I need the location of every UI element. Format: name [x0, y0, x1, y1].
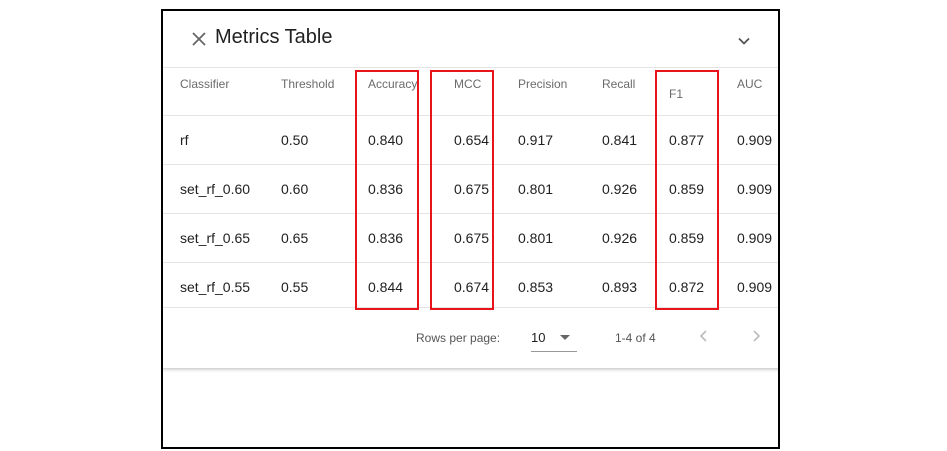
table-header-row: Classifier Threshold Accuracy MCC Precis… [163, 68, 778, 116]
table-pagination: Rows per page: 10 1-4 of 4 [163, 307, 778, 368]
page-range-label: 1-4 of 4 [615, 331, 656, 345]
cell-precision: 0.801 [501, 213, 585, 263]
cell-precision: 0.853 [518, 278, 554, 295]
cell-mcc: 0.675 [434, 213, 501, 263]
column-header-precision[interactable]: Precision [501, 68, 585, 116]
metrics-panel: Metrics Table Classifier Threshold Accur… [163, 11, 778, 369]
cell-recall: 0.893 [602, 278, 638, 295]
table-row: set_rf_0.55 0.55 0.844 0.674 0.853 0.893… [163, 262, 778, 311]
cell-classifier: rf [163, 115, 264, 165]
rows-per-page-select[interactable]: 10 [531, 324, 577, 352]
cell-classifier: set_rf_0.65 [163, 213, 264, 263]
cell-auc: 0.909 [737, 278, 773, 295]
cell-auc: 0.909 [720, 164, 778, 214]
cell-accuracy: 0.844 [368, 278, 404, 295]
cell-accuracy: 0.836 [351, 164, 434, 214]
metrics-table: Classifier Threshold Accuracy MCC Precis… [163, 68, 778, 311]
cell-mcc: 0.654 [434, 115, 501, 165]
rows-per-page-label: Rows per page: [416, 331, 501, 345]
cell-mcc: 0.675 [434, 164, 501, 214]
cell-recall: 0.926 [585, 164, 652, 214]
column-header-mcc[interactable]: MCC [434, 68, 501, 116]
screenshot-frame: Metrics Table Classifier Threshold Accur… [161, 9, 780, 449]
cell-mcc: 0.674 [454, 278, 490, 295]
cell-threshold: 0.60 [264, 164, 351, 214]
cell-auc: 0.909 [720, 213, 778, 263]
cell-f1: 0.859 [652, 164, 720, 214]
cell-f1: 0.859 [652, 213, 720, 263]
cell-f1: 0.872 [669, 278, 705, 295]
cell-precision: 0.917 [501, 115, 585, 165]
chevron-down-icon[interactable] [736, 33, 752, 49]
rows-per-page-value: 10 [531, 330, 546, 345]
cell-precision: 0.801 [501, 164, 585, 214]
chevron-left-icon[interactable] [696, 328, 712, 344]
chevron-right-icon[interactable] [748, 328, 764, 344]
cell-classifier: set_rf_0.60 [163, 164, 264, 214]
table-row: rf 0.50 0.840 0.654 0.917 0.841 0.877 0.… [163, 115, 778, 165]
table-row: set_rf_0.60 0.60 0.836 0.675 0.801 0.926… [163, 164, 778, 214]
cell-threshold: 0.50 [264, 115, 351, 165]
cell-accuracy: 0.836 [351, 213, 434, 263]
cell-threshold: 0.65 [264, 213, 351, 263]
cell-recall: 0.841 [585, 115, 652, 165]
table-row: set_rf_0.65 0.65 0.836 0.675 0.801 0.926… [163, 213, 778, 263]
panel-header: Metrics Table [163, 11, 778, 68]
cell-threshold: 0.55 [281, 278, 309, 295]
column-header-classifier[interactable]: Classifier [163, 68, 264, 116]
panel-title: Metrics Table [215, 26, 333, 48]
cell-auc: 0.909 [720, 115, 778, 165]
close-icon[interactable] [190, 30, 208, 48]
cell-recall: 0.926 [585, 213, 652, 263]
cell-classifier: set_rf_0.55 [180, 278, 251, 295]
caret-down-icon [560, 335, 570, 340]
column-header-auc[interactable]: AUC [720, 68, 778, 116]
cell-f1: 0.877 [652, 115, 720, 165]
column-header-f1[interactable]: F1 [652, 68, 720, 116]
column-header-threshold[interactable]: Threshold [264, 68, 351, 116]
column-header-recall[interactable]: Recall [585, 68, 652, 116]
column-header-accuracy[interactable]: Accuracy [351, 68, 434, 116]
cell-accuracy: 0.840 [351, 115, 434, 165]
